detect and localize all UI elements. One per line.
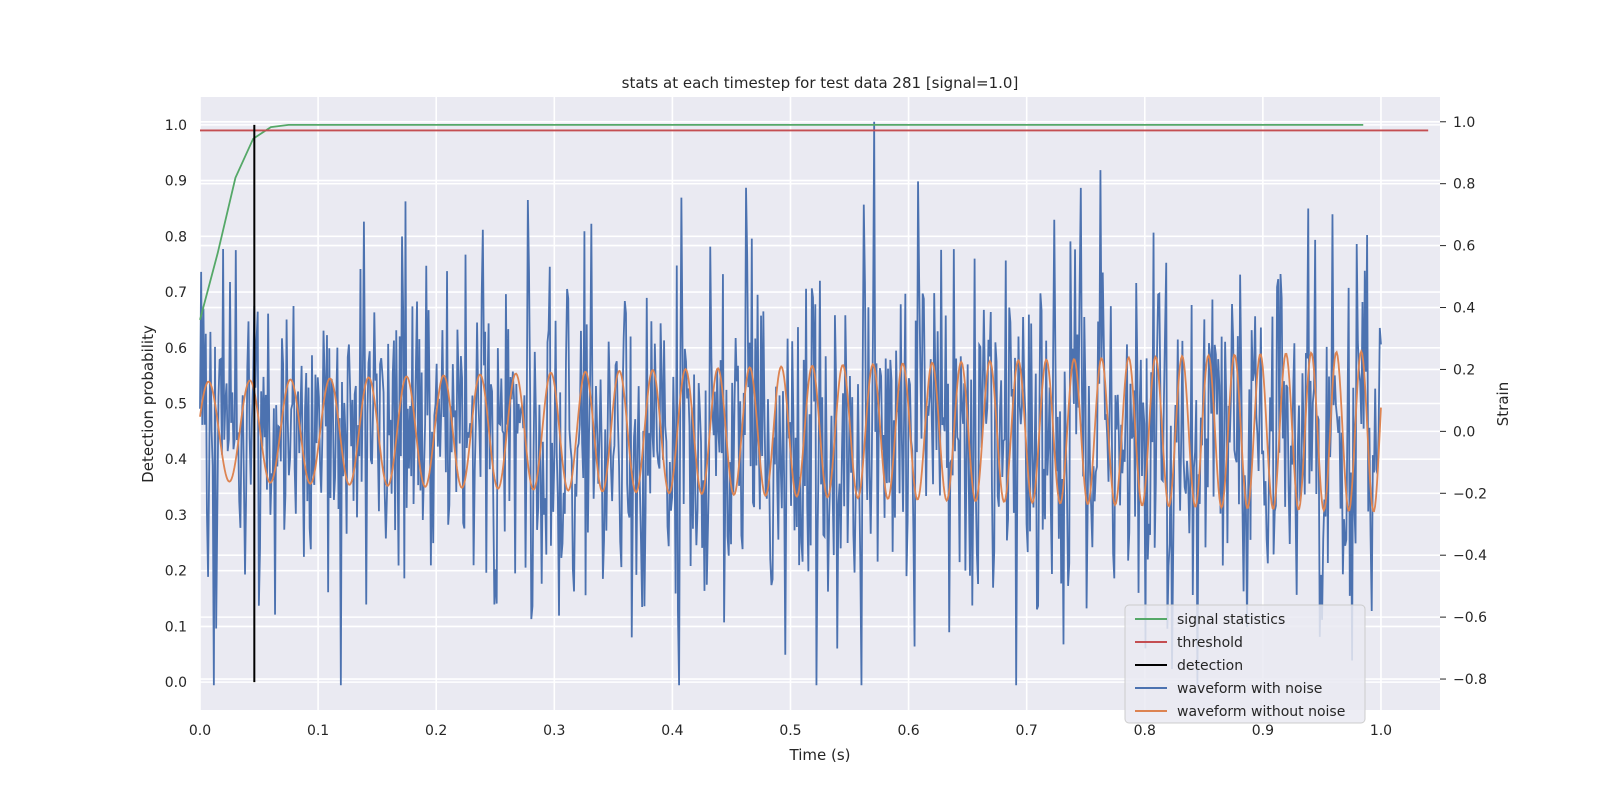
- legend-box: [1124, 604, 1366, 724]
- x-tick-label-9: 0.9: [1252, 723, 1274, 739]
- x-tick-label-1: 0.1: [307, 723, 329, 739]
- y-axis-right-label: Strain: [1494, 382, 1512, 426]
- y-left-tick-label-6: 0.6: [165, 341, 187, 357]
- y-left-tick-label-3: 0.3: [165, 508, 187, 524]
- y-left-tick-label-5: 0.5: [165, 397, 187, 413]
- y-axis-left-label: Detection probability: [139, 325, 157, 483]
- axes: 0.0 0.1 0.2 0.3 0.4 0.5 0.6 0.7 0.8 0.9 1.0 0.0 0.1 0…: [165, 115, 1487, 739]
- x-tick-label-6: 0.6: [897, 723, 919, 739]
- y-left-tick-label-9: 0.9: [165, 174, 187, 190]
- legend-label-0: signal statistics: [1177, 612, 1285, 628]
- x-tick-label-8: 0.8: [1134, 723, 1156, 739]
- series-waveform-with-noise: [199, 121, 1382, 686]
- x-tick-label-3: 0.3: [543, 723, 565, 739]
- legend-label-4: waveform without noise: [1177, 704, 1345, 720]
- x-tick-label-7: 0.7: [1016, 723, 1038, 739]
- y-left-tick-label-4: 0.4: [165, 452, 187, 468]
- y-right-tick-label-4: 0.0: [1453, 424, 1475, 440]
- chart-title: stats at each timestep for test data 281…: [622, 74, 1019, 92]
- y-left-tick-label-10: 1.0: [165, 118, 187, 134]
- y-right-tick-label-9: 1.0: [1453, 115, 1475, 131]
- legend-label-3: waveform with noise: [1177, 681, 1322, 697]
- legend-label-1: threshold: [1177, 635, 1243, 651]
- y-left-tick-label-8: 0.8: [165, 229, 187, 245]
- x-axis-label: Time (s): [789, 746, 851, 764]
- x-tick-label-10: 1.0: [1370, 723, 1392, 739]
- x-tick-label-0: 0.0: [189, 723, 211, 739]
- legend-label-2: detection: [1177, 658, 1243, 674]
- y-left-tick-label-2: 0.2: [165, 564, 187, 580]
- series-signal-statistics: [199, 123, 1364, 321]
- y-right-tick-label-8: 0.8: [1453, 177, 1475, 193]
- y-right-tick-label-3: −0.2: [1453, 486, 1487, 502]
- x-tick-label-2: 0.2: [425, 723, 447, 739]
- y-right-tick-label-2: −0.4: [1453, 548, 1487, 564]
- y-right-tick-label-7: 0.6: [1453, 239, 1475, 255]
- y-left-tick-label-1: 0.1: [165, 619, 187, 635]
- y-left-tick-label-0: 0.0: [165, 675, 187, 691]
- legend: signal statistics threshold detection wavef…: [1124, 604, 1366, 724]
- series-waveform-without-noise: [199, 348, 1382, 513]
- series-layer: [199, 121, 1429, 686]
- y-left-tick-label-7: 0.7: [165, 285, 187, 301]
- y-right-tick-label-1: −0.6: [1453, 610, 1487, 626]
- x-tick-label-5: 0.5: [779, 723, 801, 739]
- y-right-tick-label-5: 0.2: [1453, 362, 1475, 378]
- y-right-tick-label-0: −0.8: [1453, 672, 1487, 688]
- y-right-tick-label-6: 0.4: [1453, 301, 1475, 317]
- x-tick-label-4: 0.4: [661, 723, 683, 739]
